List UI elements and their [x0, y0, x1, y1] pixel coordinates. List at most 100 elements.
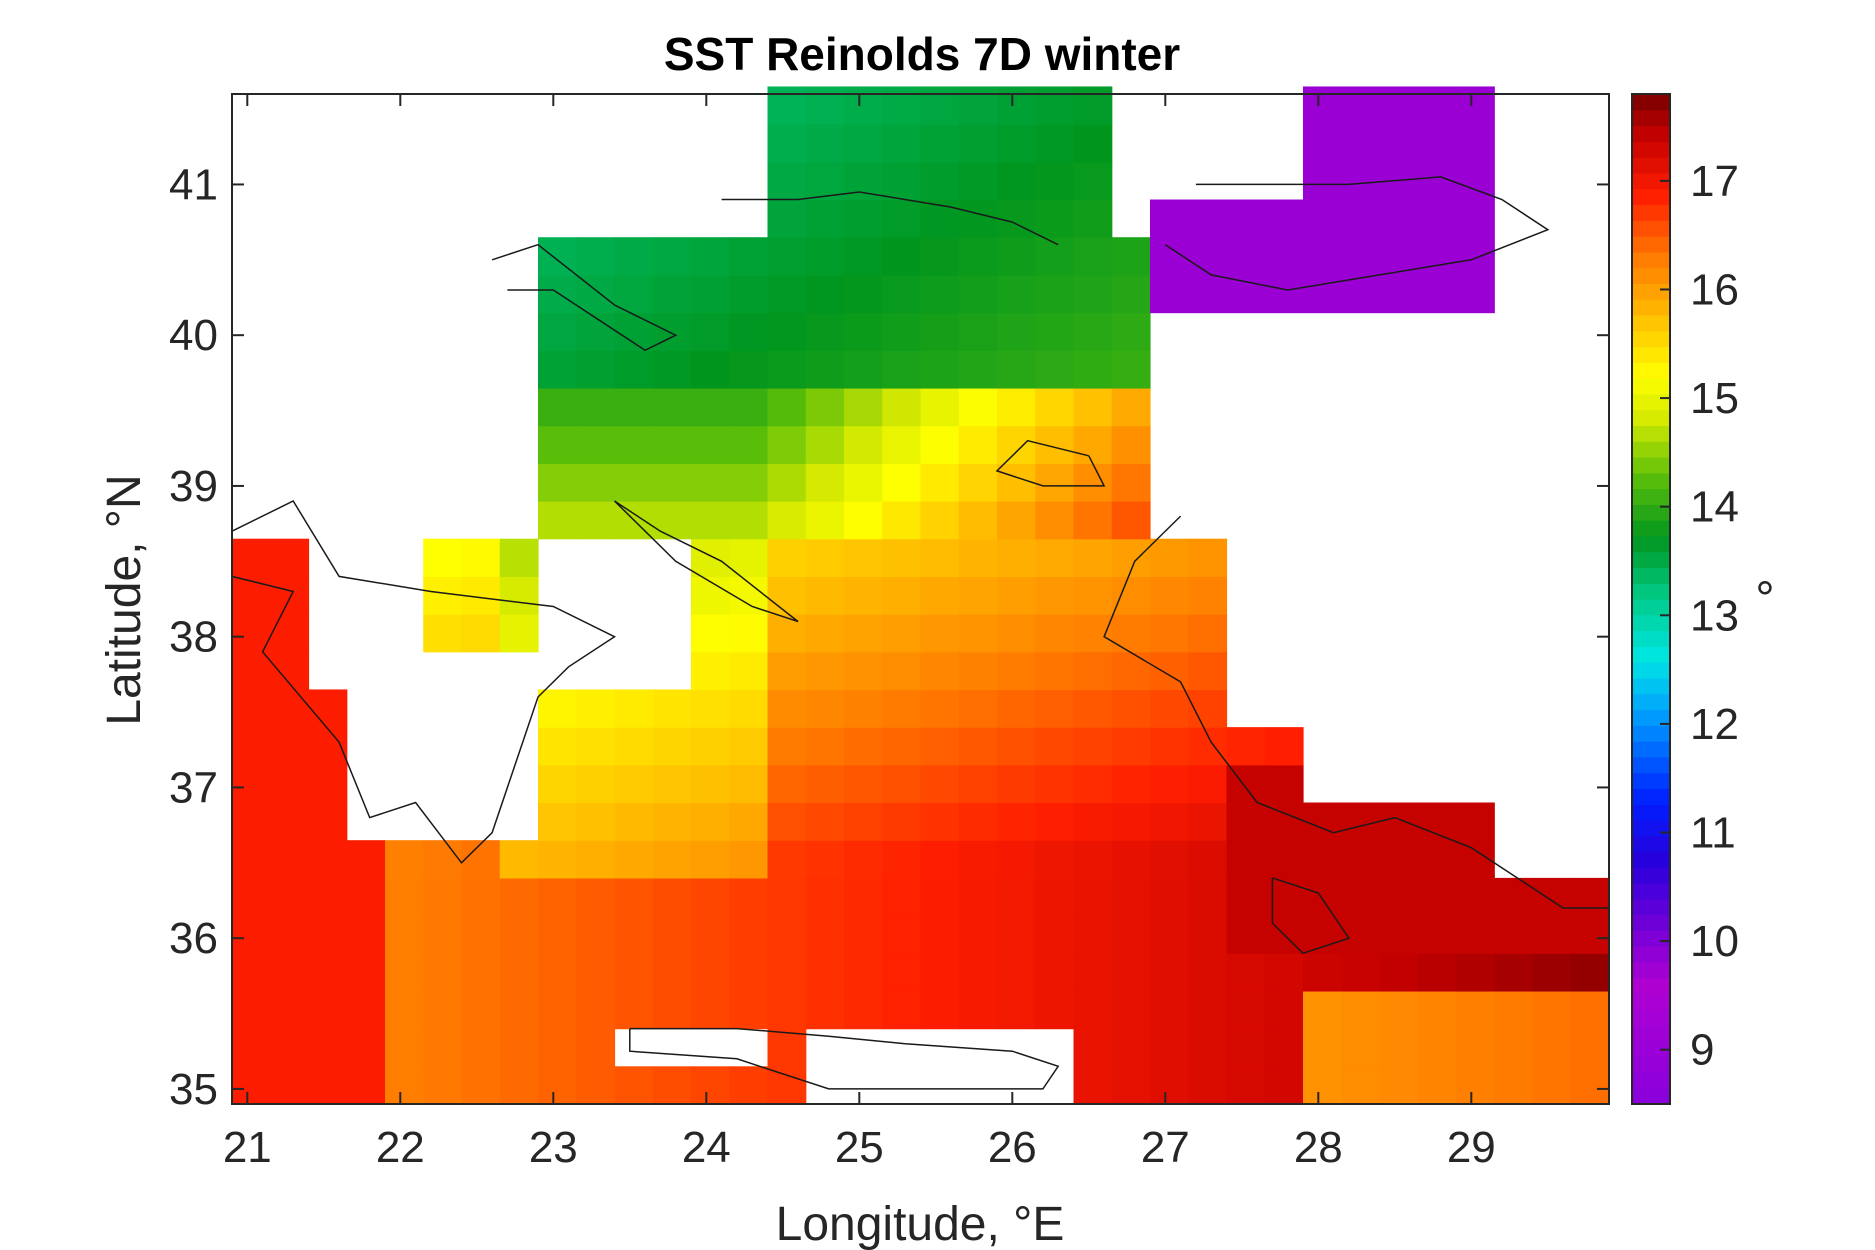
sst-cell [461, 614, 501, 653]
sst-cell [576, 463, 616, 502]
colorbar-segment [1632, 188, 1670, 206]
sst-cell [729, 840, 769, 879]
sst-cell [538, 387, 577, 427]
sst-cell [920, 651, 960, 691]
sst-cell [767, 86, 807, 125]
colorbar-segment [1632, 867, 1670, 884]
sst-cell [997, 764, 1036, 804]
x-axis: 21 22 23 24 25 26 27 28 29 [223, 94, 1496, 1172]
sst-cell [729, 538, 769, 577]
sst-cell [423, 614, 463, 653]
x-tick-label: 23 [529, 1123, 578, 1172]
sst-cell [538, 1066, 577, 1105]
sst-cell [920, 802, 960, 841]
sst-cell [1341, 1028, 1381, 1067]
sst-cell [958, 274, 998, 314]
sst-cell [1188, 877, 1228, 917]
sst-cell [805, 689, 845, 728]
x-axis-label: Longitude, °E [776, 1198, 1065, 1250]
sst-cell [1035, 199, 1075, 238]
colorbar-segment [1632, 251, 1670, 269]
sst-cell [576, 915, 616, 954]
sst-cell [499, 1066, 539, 1105]
sst-cell [308, 840, 348, 879]
sst-cell [1570, 1066, 1610, 1105]
sst-cell [767, 727, 807, 766]
sst-cell [1379, 199, 1419, 238]
sst-cell [652, 350, 692, 389]
sst-cell [1417, 915, 1457, 954]
sst-cell [346, 915, 386, 954]
sst-cell [1264, 1066, 1304, 1105]
sst-cell [767, 802, 807, 841]
sst-cell [691, 802, 730, 841]
sst-cell [1150, 840, 1189, 879]
sst-cell [1111, 802, 1151, 841]
colorbar-segment [1632, 662, 1670, 679]
sst-cell [1073, 576, 1113, 615]
sst-cell [997, 425, 1036, 464]
sst-cell [1303, 1066, 1342, 1105]
sst-cell [538, 312, 577, 351]
sst-cell [538, 953, 577, 992]
sst-cell [1073, 915, 1113, 954]
sst-cell [1532, 990, 1572, 1030]
colorbar-segment [1632, 725, 1670, 742]
colorbar-segment [1632, 630, 1670, 647]
sst-cell [1111, 689, 1151, 728]
sst-cell [958, 764, 998, 804]
sst-cell [1417, 237, 1457, 276]
colorbar-segment [1632, 756, 1670, 774]
colorbar-tick-label: 17 [1690, 157, 1739, 206]
colorbar-segment [1632, 599, 1670, 616]
sst-cell [1188, 915, 1228, 954]
sst-cell [767, 463, 807, 502]
colorbar-segment [1632, 977, 1670, 995]
sst-cell [614, 764, 654, 804]
sst-cell [614, 274, 654, 314]
sst-cell [1532, 953, 1572, 992]
sst-cell [1150, 802, 1189, 841]
sst-cell [576, 764, 616, 804]
sst-cell [1111, 614, 1151, 653]
sst-cell [1073, 614, 1113, 653]
sst-cell [652, 764, 692, 804]
sst-cell [1341, 953, 1381, 992]
sst-cell [499, 614, 539, 653]
sst-cell [576, 350, 616, 389]
sst-cell [844, 425, 883, 464]
sst-cell [346, 877, 386, 917]
sst-cell [1035, 576, 1075, 615]
sst-cell [767, 614, 807, 653]
sst-cell [461, 953, 501, 992]
sst-cell [1073, 764, 1113, 804]
sst-cell [1456, 915, 1495, 954]
sst-cell [232, 614, 271, 653]
sst-cell [270, 802, 310, 841]
sst-cell [805, 915, 845, 954]
sst-cell [576, 501, 616, 540]
sst-cell [691, 501, 730, 540]
sst-cell [844, 86, 883, 125]
sst-cell [844, 199, 883, 238]
sst-cell [882, 689, 922, 728]
sst-cell [499, 990, 539, 1030]
sst-cell [920, 501, 960, 540]
colorbar-segment [1632, 946, 1670, 963]
colorbar-segment [1632, 425, 1670, 442]
x-tick-label: 22 [376, 1123, 425, 1172]
sst-cell [882, 576, 922, 615]
colorbar-ticks: 9 10 11 12 13 14 15 16 17 [1660, 157, 1739, 1075]
sst-cell [1035, 312, 1075, 351]
colorbar-segment [1632, 393, 1670, 411]
sst-cell [805, 802, 845, 841]
sst-cell [346, 990, 386, 1030]
colorbar-segment [1632, 141, 1670, 158]
sst-cell [1417, 274, 1457, 314]
sst-cell [997, 312, 1036, 351]
sst-cell [805, 576, 845, 615]
sst-cell [270, 840, 310, 879]
sst-cell [652, 877, 692, 917]
sst-cell [767, 1066, 807, 1105]
colorbar-segment [1632, 1088, 1670, 1105]
